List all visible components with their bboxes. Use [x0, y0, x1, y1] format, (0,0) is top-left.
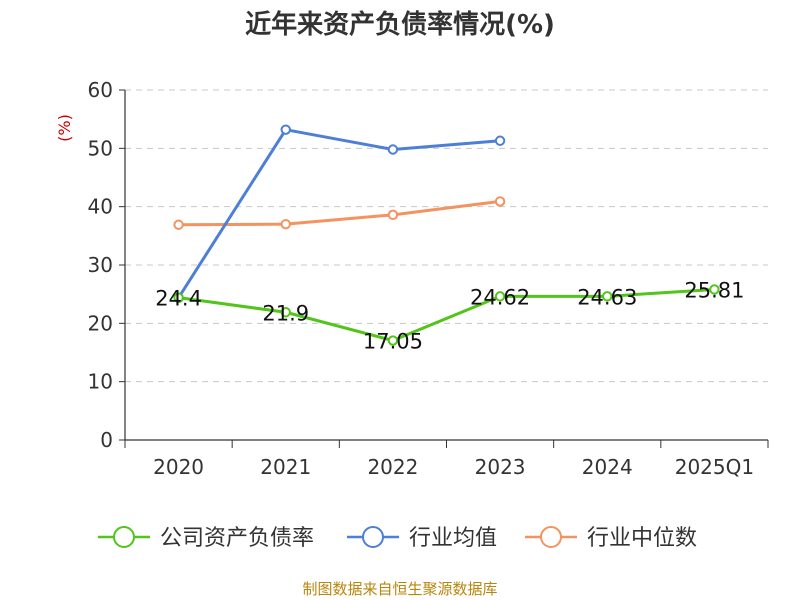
series-line [178, 199, 501, 227]
data-point [280, 307, 291, 318]
data-point [280, 218, 291, 230]
source-note: 制图数据来自恒生聚源数据库 [302, 580, 498, 598]
series-lines [173, 124, 720, 346]
x-tick-label: 2023 [475, 455, 526, 479]
data-label: 24.62 [470, 285, 530, 309]
data-point [173, 292, 184, 303]
data-point [709, 284, 720, 295]
data-point [494, 135, 506, 146]
legend-label: 行业均值 [409, 526, 497, 551]
data-point [494, 196, 506, 207]
series-line [177, 128, 501, 299]
data-label: 25.81 [684, 278, 744, 302]
y-tick-label: 20 [88, 311, 113, 335]
data-point [280, 124, 291, 135]
axes: 0 10 20 30 40 50 60 2020 2021 2022 2023 2024 2025Q1 (… [55, 78, 769, 479]
data-label: 17.05 [363, 330, 423, 354]
y-tick-label: 10 [88, 370, 113, 394]
x-tick-label: 2021 [260, 455, 311, 479]
gridlines [125, 89, 768, 383]
data-labels: 24.4 21.9 17.05 24.62 24.63 25.81 [155, 278, 744, 353]
x-tick-label: 2022 [367, 455, 418, 479]
data-point [602, 291, 613, 302]
legend-label: 公司资产负债率 [160, 526, 314, 551]
data-label: 24.63 [577, 285, 637, 309]
data-label: 21.9 [262, 301, 309, 325]
y-tick-label: 40 [88, 195, 113, 219]
data-point [494, 291, 506, 302]
data-point [387, 335, 399, 346]
x-tick-label: 2020 [153, 455, 204, 479]
data-point [387, 144, 399, 155]
y-axis-label: (%) [55, 114, 74, 142]
legend-marker [362, 526, 384, 548]
series-line [178, 287, 715, 343]
x-tick-label: 2024 [582, 455, 633, 479]
data-point [387, 209, 399, 221]
y-tick-label: 0 [100, 428, 113, 452]
legend-marker [113, 526, 135, 548]
legend: 公司资产负债率 行业均值 行业中位数 [98, 526, 697, 551]
y-tick-label: 30 [88, 253, 113, 277]
data-label: 24.4 [155, 287, 202, 311]
legend-label: 行业中位数 [587, 526, 697, 551]
legend-marker [540, 526, 562, 548]
chart-title: 近年来资产负债率情况(%) [245, 10, 555, 40]
data-point [173, 219, 184, 230]
y-tick-label: 50 [88, 136, 113, 160]
x-tick-label: 2025Q1 [675, 455, 754, 479]
y-tick-label: 60 [88, 78, 113, 102]
